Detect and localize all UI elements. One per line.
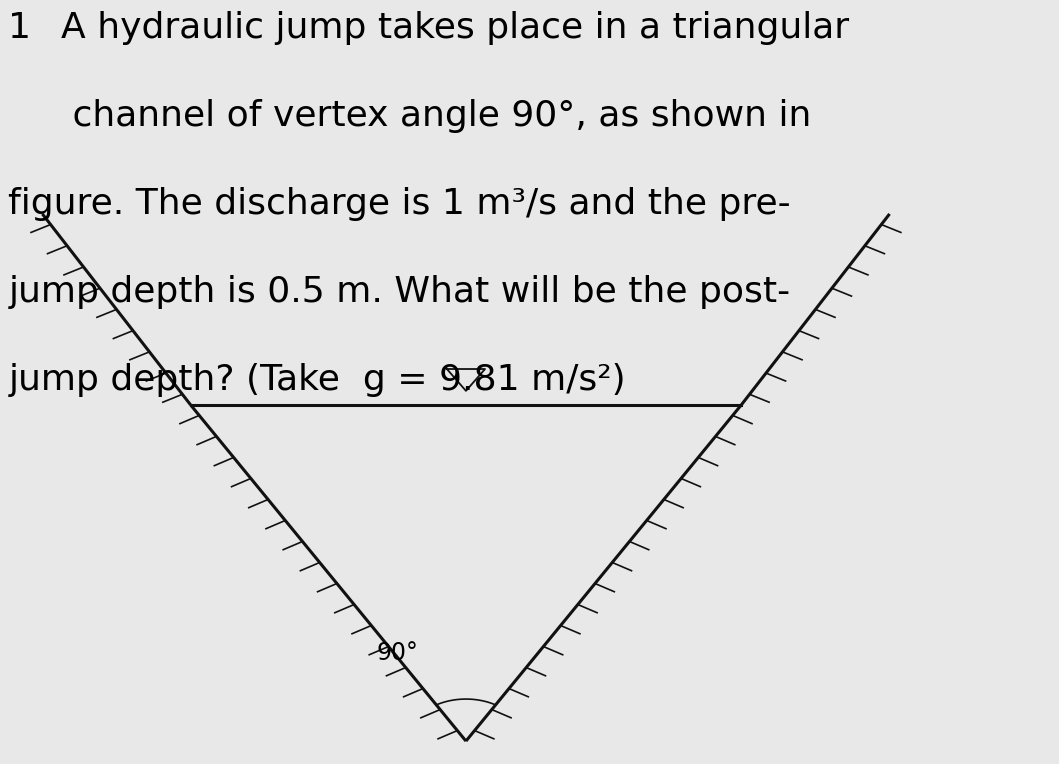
- Text: 1: 1: [8, 11, 32, 46]
- Text: channel of vertex angle 90°, as shown in: channel of vertex angle 90°, as shown in: [61, 99, 812, 134]
- Text: A hydraulic jump takes place in a triangular: A hydraulic jump takes place in a triang…: [61, 11, 849, 46]
- Text: jump depth is 0.5 m. What will be the post-: jump depth is 0.5 m. What will be the po…: [8, 275, 791, 309]
- Text: jump depth? (Take  g = 9.81 m/s²): jump depth? (Take g = 9.81 m/s²): [8, 363, 626, 397]
- Text: figure. The discharge is 1 m³/s and the pre-: figure. The discharge is 1 m³/s and the …: [8, 187, 791, 222]
- Text: 90°: 90°: [376, 641, 418, 665]
